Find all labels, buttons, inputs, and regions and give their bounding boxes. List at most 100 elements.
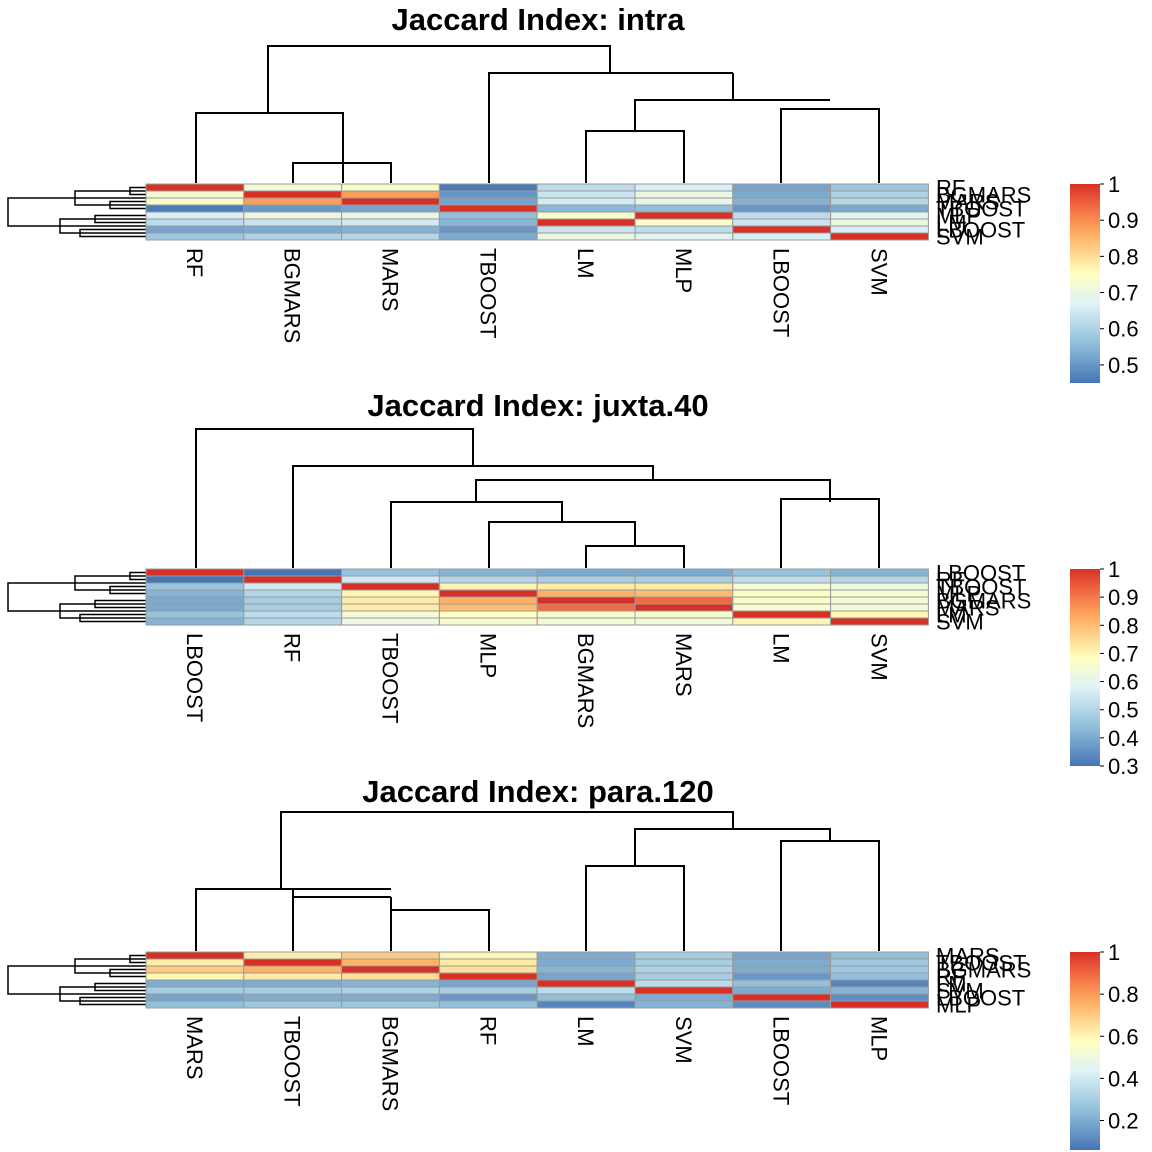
heatmap-cell xyxy=(145,568,245,577)
heatmap-cell xyxy=(536,204,636,213)
heatmap-cell xyxy=(634,197,734,206)
heatmap-cell xyxy=(243,190,343,199)
heatmap-cell xyxy=(145,965,245,974)
heatmap-cell xyxy=(634,232,734,241)
dendrogram-branch xyxy=(634,99,830,131)
heatmap-cell xyxy=(145,575,245,584)
heatmap-cell xyxy=(341,218,440,227)
dendrogram-branch xyxy=(195,888,391,951)
heatmap-cell xyxy=(536,183,636,192)
heatmap-cell xyxy=(830,225,929,234)
heatmap-cell xyxy=(243,204,343,213)
heatmap-cell xyxy=(243,218,343,227)
heatmap-cell xyxy=(732,183,832,192)
dendrogram-branch xyxy=(585,865,685,951)
heatmap-cell xyxy=(438,986,538,995)
chart-title: Jaccard Index: juxta.40 xyxy=(367,388,708,423)
heatmap-cell xyxy=(536,993,636,1002)
colorbar-tick-label: 0.4 xyxy=(1108,726,1139,751)
heatmap-cell xyxy=(732,582,832,591)
heatmap-cell xyxy=(732,1000,832,1009)
colorbar-tick-label: 0.5 xyxy=(1108,698,1139,723)
heatmap-cell xyxy=(438,979,538,988)
row-label: LBOOST xyxy=(936,986,1025,1011)
heatmap-cell xyxy=(732,211,832,220)
colorbar-tick-label: 0.5 xyxy=(1108,353,1139,378)
heatmap-cell xyxy=(243,589,343,598)
colorbar-gradient xyxy=(1070,569,1100,766)
heatmap-cell xyxy=(732,979,832,988)
row-label: SVM xyxy=(936,610,984,635)
row-label: TBOOST xyxy=(936,951,1026,976)
row-label: RF xyxy=(936,568,965,593)
dendrogram-branch xyxy=(780,498,880,568)
heatmap-cell xyxy=(341,610,440,619)
row-label: MLP xyxy=(936,993,981,1018)
row-label: BGMARS xyxy=(936,589,1031,614)
dendrogram-branch xyxy=(390,909,490,951)
dendrogram-branch xyxy=(585,545,685,568)
heatmap-cell xyxy=(145,958,245,967)
heatmap-cell xyxy=(536,232,636,241)
heatmap-cell xyxy=(438,596,538,605)
heatmap-cell xyxy=(243,603,343,612)
heatmap-cell xyxy=(536,218,636,227)
heatmap-cell xyxy=(438,197,538,206)
dendrogram-branch xyxy=(390,501,563,568)
column-label: MLP xyxy=(671,248,696,293)
heatmap-cell xyxy=(341,568,440,577)
dendrogram-branch xyxy=(196,45,611,114)
heatmap-cell xyxy=(732,589,832,598)
heatmap-cell xyxy=(732,993,832,1002)
heatmap-cell xyxy=(341,603,440,612)
chart-title: Jaccard Index: intra xyxy=(392,2,686,37)
heatmap-cell xyxy=(634,986,734,995)
heatmap-cell xyxy=(341,190,440,199)
heatmap-cell xyxy=(438,589,538,598)
column-label: LBOOST xyxy=(769,1016,794,1105)
column-label: BGMARS xyxy=(378,1016,403,1111)
heatmap-cell xyxy=(243,197,343,206)
heatmap-cell xyxy=(830,610,929,619)
column-label: LBOOST xyxy=(182,633,207,722)
dendrogram-branch xyxy=(585,130,685,183)
row-label: BGMARS xyxy=(936,183,1031,208)
heatmap-cell xyxy=(243,1000,343,1009)
heatmap-cell xyxy=(634,204,734,213)
heatmap-cell xyxy=(145,589,245,598)
dendrogram-branch xyxy=(780,840,880,951)
heatmap-cell xyxy=(341,575,440,584)
column-label: RF xyxy=(182,248,207,277)
heatmap-cell xyxy=(243,979,343,988)
heatmap-cell xyxy=(830,568,929,577)
heatmap-cell xyxy=(243,183,343,192)
column-label: MARS xyxy=(182,1016,207,1080)
column-label: SVM xyxy=(867,248,892,296)
heatmap-cell xyxy=(536,190,636,199)
dendrogram-branch xyxy=(195,112,344,183)
dendrogram-branch xyxy=(292,162,392,183)
heatmap-cell xyxy=(732,958,832,967)
heatmap-cell xyxy=(830,575,929,584)
row-label: TBOOST xyxy=(936,197,1026,222)
heatmap-cell xyxy=(341,951,440,960)
column-label: TBOOST xyxy=(378,633,403,723)
heatmap-cell xyxy=(830,979,929,988)
heatmap-cell xyxy=(145,993,245,1002)
heatmap-cell xyxy=(830,218,929,227)
heatmap-cell xyxy=(145,617,245,626)
colorbar-tick-label: 0.7 xyxy=(1108,641,1139,666)
heatmap-cell xyxy=(145,183,245,192)
colorbar-tick-label: 0.4 xyxy=(1108,1066,1139,1091)
column-dendrogram xyxy=(195,811,880,951)
column-label: RF xyxy=(475,1016,500,1045)
heatmap-cell xyxy=(732,610,832,619)
heatmap-cell xyxy=(341,211,440,220)
heatmap-cell xyxy=(438,218,538,227)
heatmap-cell xyxy=(438,183,538,192)
heatmap-cell xyxy=(536,582,636,591)
heatmap-cell xyxy=(536,965,636,974)
heatmap-cell xyxy=(438,190,538,199)
heatmap-cell xyxy=(438,965,538,974)
